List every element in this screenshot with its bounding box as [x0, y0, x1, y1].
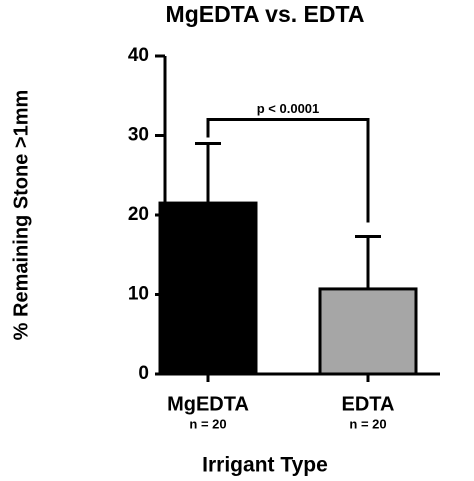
x-tick-sublabel: n = 20 — [189, 416, 226, 431]
y-tick-label: 40 — [128, 45, 149, 66]
bar — [318, 287, 418, 376]
x-tick-label: MgEDTA — [167, 393, 249, 415]
y-tick-label: 30 — [128, 125, 149, 146]
y-tick-label: 20 — [128, 204, 149, 225]
x-tick-label: EDTA — [342, 393, 395, 415]
bar — [158, 201, 258, 376]
y-tick-label: 10 — [128, 284, 149, 305]
x-tick-sublabel: n = 20 — [349, 416, 386, 431]
significance-label: p < 0.0001 — [257, 101, 320, 116]
y-axis-title: % Remaining Stone >1mm — [10, 90, 32, 341]
significance-bracket — [206, 117, 370, 223]
chart-title: MgEDTA vs. EDTA — [166, 1, 365, 27]
x-axis-title: Irrigant Type — [202, 454, 328, 477]
y-tick-label: 0 — [138, 363, 149, 384]
